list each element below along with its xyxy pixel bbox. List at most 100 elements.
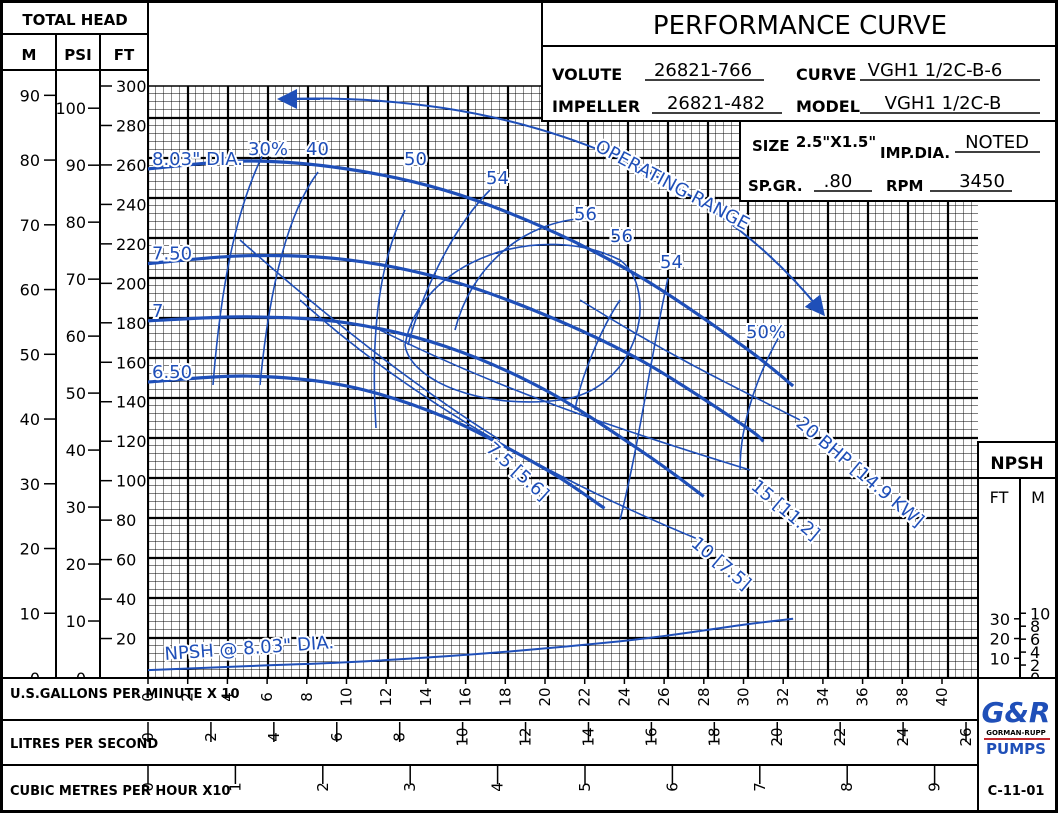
gpm-tick-label: 12 xyxy=(377,687,395,706)
impdia-label: IMP.DIA. xyxy=(880,144,950,162)
lps-tick-label: 24 xyxy=(894,727,912,746)
lps-tick-label: 8 xyxy=(391,732,409,742)
bhp-curve xyxy=(379,329,751,471)
m-tick-label: 80 xyxy=(20,151,40,170)
m-tick-label: 70 xyxy=(20,216,40,235)
size-value: 2.5"X1.5" xyxy=(796,133,876,151)
npsh-m-tick-label: 6 xyxy=(1030,630,1040,649)
lps-tick-label: 20 xyxy=(768,727,786,746)
psi-tick-label: 80 xyxy=(66,213,86,232)
logo-mark: G&R xyxy=(982,696,1051,729)
lps-tick-label: 6 xyxy=(328,732,346,742)
ft-tick-label: 140 xyxy=(116,393,147,412)
ft-tick-label: 260 xyxy=(116,156,147,175)
lps-tick-label: 16 xyxy=(642,727,660,746)
gpm-tick-label: 24 xyxy=(615,687,633,706)
psi-tick-label: 60 xyxy=(66,327,86,346)
cmh-tick-label: 1 xyxy=(226,782,244,792)
impeller-value: 26821-482 xyxy=(667,93,765,114)
drawing-number: C-11-01 xyxy=(988,784,1045,799)
m-tick-label: 60 xyxy=(20,281,40,300)
gpm-tick-label: 32 xyxy=(774,687,792,706)
lps-tick-label: 10 xyxy=(454,727,472,746)
npsh-ft-tick-label: 20 xyxy=(990,630,1010,649)
efficiency-curve xyxy=(454,217,591,331)
cmh-tick-label: 9 xyxy=(926,782,944,792)
m-tick-label: 40 xyxy=(20,410,40,429)
efficiency-curve xyxy=(407,189,491,346)
ft-tick-label: 300 xyxy=(116,77,147,96)
gpm-tick-label: 0 xyxy=(139,692,157,702)
bhp-curve xyxy=(299,299,701,541)
lps-tick-label: 14 xyxy=(579,727,597,746)
efficiency-label: 50 xyxy=(404,149,427,170)
cmh-tick-label: 6 xyxy=(663,782,681,792)
psi-tick-label: 70 xyxy=(66,270,86,289)
m-tick-label: 20 xyxy=(20,540,40,559)
npsh-m-tick-label: 10 xyxy=(1030,604,1050,623)
ft-tick-label: 80 xyxy=(116,511,136,530)
gpm-tick-label: 14 xyxy=(417,687,435,706)
lps-tick-group: 0 2 4 6 8 10 12 14 16 18 20 22 24 26 xyxy=(139,722,975,747)
gpm-tick-label: 38 xyxy=(893,687,911,706)
m-tick-label: 50 xyxy=(20,345,40,364)
ft-tick-group: 20 40 60 80 100 120 140 160 180 200 220 240 260 280 30… xyxy=(100,77,147,649)
ft-tick-label: 160 xyxy=(116,353,147,372)
cmh-tick-label: 0 xyxy=(139,782,157,792)
gpm-tick-label: 10 xyxy=(338,687,356,706)
total-head-title: TOTAL HEAD xyxy=(22,11,127,29)
m-unit-label: M xyxy=(22,46,37,64)
cmh-tick-label: 7 xyxy=(751,782,769,792)
npsh-m-tick-label: 2 xyxy=(1030,656,1040,675)
cmh-axis-label: CUBIC METRES PER HOUR X10 xyxy=(10,784,230,799)
rpm-value: 3450 xyxy=(959,171,1005,192)
gpm-tick-label: 22 xyxy=(576,687,594,706)
psi-tick-label: 10 xyxy=(66,612,86,631)
gpm-tick-label: 8 xyxy=(298,692,316,702)
gpm-tick-label: 20 xyxy=(536,687,554,706)
psi-tick-label: 50 xyxy=(66,384,86,403)
cmh-tick-label: 4 xyxy=(489,782,507,792)
psi-tick-label: 30 xyxy=(66,498,86,517)
npsh-ft-label: FT xyxy=(990,488,1009,507)
size-label: SIZE xyxy=(752,137,790,155)
efficiency-label: 50% xyxy=(746,322,786,343)
rpm-label: RPM xyxy=(886,177,923,195)
gorman-rupp-logo: G&R GORMAN-RUPP PUMPS C-11-01 xyxy=(977,677,1057,812)
bhp-curve xyxy=(579,299,801,421)
m-tick-label: 30 xyxy=(20,475,40,494)
efficiency-label: 30% xyxy=(248,139,288,160)
npsh-m-label: M xyxy=(1031,488,1045,507)
total-head-axis: TOTAL HEAD M PSI FT 0102030405060708090 … xyxy=(1,1,149,688)
spgr-label: SP.GR. xyxy=(748,177,803,195)
efficiency-label: 56 xyxy=(610,226,633,247)
logo-pumps: PUMPS xyxy=(986,740,1046,758)
header-box: PERFORMANCE CURVE VOLUTE 26821-766 CURVE… xyxy=(541,1,1057,202)
psi-unit-label: PSI xyxy=(64,46,91,64)
psi-tick-label: 40 xyxy=(66,441,86,460)
gpm-tick-label: 30 xyxy=(735,687,753,706)
npsh-title: NPSH xyxy=(990,454,1043,474)
efficiency-curve xyxy=(619,277,669,521)
npsh-m-tick-label: 4 xyxy=(1030,643,1040,662)
model-value: VGH1 1/2C-B xyxy=(885,93,1002,114)
lps-tick-label: 12 xyxy=(517,727,535,746)
gpm-tick-label: 28 xyxy=(695,687,713,706)
efficiency-label: 56 xyxy=(574,204,597,225)
head-curve-label: 7.50 xyxy=(152,244,192,265)
npsh-ft-tick-label: 30 xyxy=(990,610,1010,629)
efficiency-label: 54 xyxy=(660,252,683,273)
ft-tick-label: 100 xyxy=(116,472,147,491)
efficiency-curve xyxy=(373,209,406,429)
cmh-tick-label: 3 xyxy=(401,782,419,792)
gpm-tick-label: 34 xyxy=(814,687,832,706)
gpm-tick-label: 40 xyxy=(933,687,951,706)
chart-title: PERFORMANCE CURVE xyxy=(653,11,947,41)
efficiency-label: 40 xyxy=(306,139,329,160)
curve-label: CURVE xyxy=(796,65,856,84)
efficiency-loop xyxy=(404,243,641,403)
ft-tick-label: 20 xyxy=(116,630,136,649)
